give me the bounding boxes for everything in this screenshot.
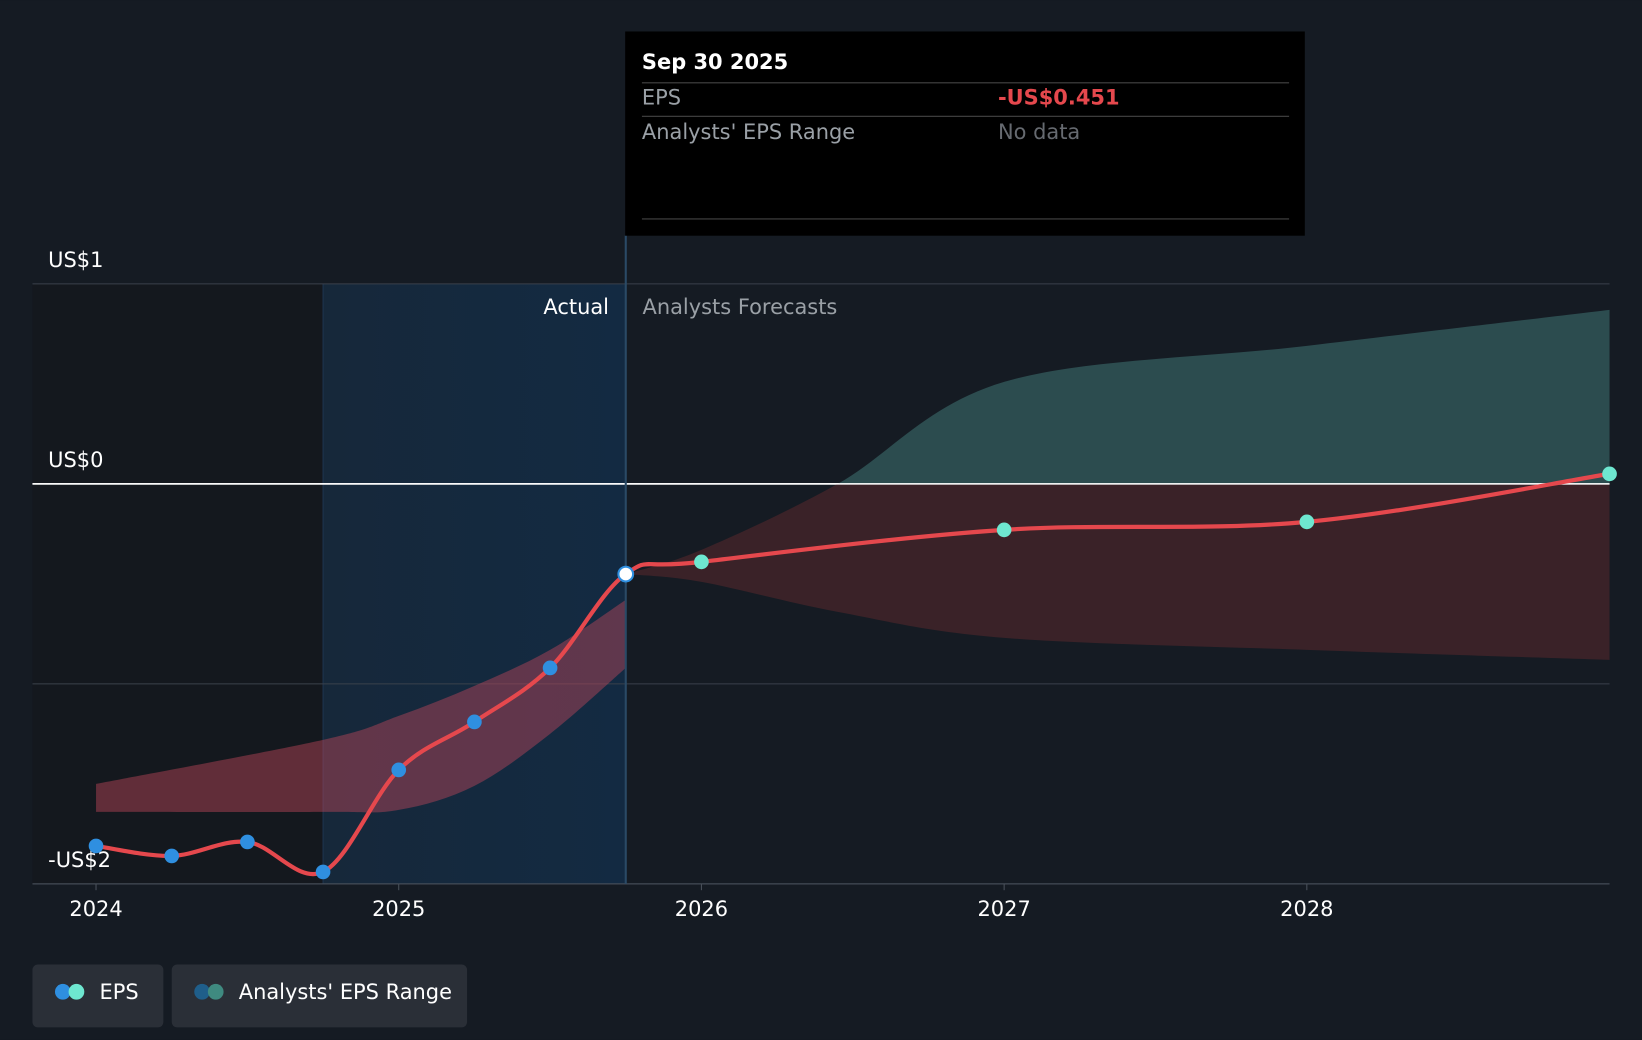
eps-point bbox=[88, 838, 104, 854]
eps-point bbox=[1602, 466, 1617, 482]
eps-point bbox=[1299, 514, 1315, 530]
eps-point bbox=[315, 864, 331, 880]
legend-item bbox=[32, 964, 164, 1028]
y-tick-label: -US$2 bbox=[48, 848, 111, 872]
x-tick-label: 2024 bbox=[69, 897, 122, 921]
legend-swatch bbox=[194, 983, 210, 1000]
tooltip-label: Analysts' EPS Range bbox=[642, 120, 855, 144]
legend-swatch bbox=[207, 983, 224, 1000]
legend-swatch bbox=[68, 983, 85, 1000]
actual-label: Actual bbox=[543, 295, 609, 319]
x-tick-label: 2025 bbox=[372, 897, 425, 921]
eps-point bbox=[694, 554, 709, 570]
eps-point bbox=[542, 660, 558, 676]
eps-point bbox=[617, 565, 635, 583]
forecast-label: Analysts Forecasts bbox=[643, 295, 838, 319]
tooltip-title: Sep 30 2025 bbox=[642, 50, 788, 74]
y-tick-label: US$0 bbox=[48, 448, 103, 472]
eps-point bbox=[240, 834, 255, 850]
x-tick-label: 2027 bbox=[977, 897, 1030, 921]
eps-point bbox=[996, 522, 1012, 538]
eps-point bbox=[467, 714, 482, 730]
tooltip-value: -US$0.451 bbox=[998, 86, 1120, 110]
eps-line bbox=[95, 471, 1610, 877]
eps-point bbox=[164, 848, 180, 864]
legend-label: EPS bbox=[99, 980, 138, 1004]
legend-item bbox=[171, 964, 468, 1028]
range-area bbox=[625, 483, 1610, 660]
eps-point bbox=[391, 762, 407, 778]
legend-label: Analysts' EPS Range bbox=[239, 980, 452, 1004]
actual-highlight bbox=[323, 283, 626, 884]
tooltip-value: No data bbox=[998, 120, 1080, 144]
x-tick-label: 2026 bbox=[675, 897, 728, 921]
x-tick-label: 2028 bbox=[1280, 897, 1333, 921]
y-tick-label: US$1 bbox=[48, 248, 103, 272]
past-region bbox=[32, 283, 324, 884]
zero-line-overlay bbox=[32, 483, 1610, 485]
legend-swatch bbox=[54, 983, 71, 1000]
tooltip bbox=[625, 31, 1305, 236]
range-area bbox=[837, 309, 1610, 484]
range-area bbox=[96, 599, 626, 813]
tooltip-label: EPS bbox=[642, 86, 681, 110]
